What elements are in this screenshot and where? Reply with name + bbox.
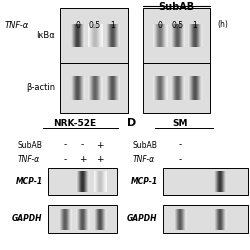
- Text: SM: SM: [172, 118, 188, 128]
- Text: MCP-1: MCP-1: [130, 177, 158, 186]
- Text: 1: 1: [192, 20, 198, 30]
- Text: GAPDH: GAPDH: [12, 214, 42, 223]
- Text: +: +: [96, 140, 104, 149]
- Text: TNF-α: TNF-α: [5, 20, 29, 30]
- Bar: [142, 62, 210, 112]
- Bar: [162, 168, 248, 195]
- Text: 0: 0: [158, 20, 162, 30]
- Text: NRK-52E: NRK-52E: [54, 118, 96, 128]
- Text: GAPDH: GAPDH: [127, 214, 158, 223]
- Text: -: -: [178, 140, 182, 149]
- Text: β-actin: β-actin: [26, 83, 55, 92]
- Bar: [48, 168, 117, 195]
- Text: -: -: [178, 156, 182, 164]
- Text: D: D: [128, 118, 137, 128]
- Bar: [48, 205, 117, 233]
- Text: 0: 0: [75, 20, 80, 30]
- Text: SubAB: SubAB: [18, 140, 42, 149]
- Text: (h): (h): [218, 20, 228, 30]
- Text: 1: 1: [110, 20, 115, 30]
- Bar: [162, 205, 248, 233]
- Text: SubAB: SubAB: [158, 2, 194, 12]
- Text: 0.5: 0.5: [89, 20, 101, 30]
- Text: IκBα: IκBα: [36, 30, 55, 40]
- Text: -: -: [64, 140, 66, 149]
- Text: SubAB: SubAB: [132, 140, 158, 149]
- Bar: [60, 62, 128, 112]
- Text: -: -: [64, 156, 66, 164]
- Text: TNF-α: TNF-α: [18, 156, 40, 164]
- Bar: [60, 8, 128, 62]
- Text: MCP-1: MCP-1: [16, 177, 42, 186]
- Text: 0.5: 0.5: [172, 20, 183, 30]
- Text: -: -: [81, 140, 84, 149]
- Text: TNF-α: TNF-α: [132, 156, 154, 164]
- Bar: [142, 8, 210, 62]
- Text: +: +: [96, 156, 104, 164]
- Text: +: +: [79, 156, 86, 164]
